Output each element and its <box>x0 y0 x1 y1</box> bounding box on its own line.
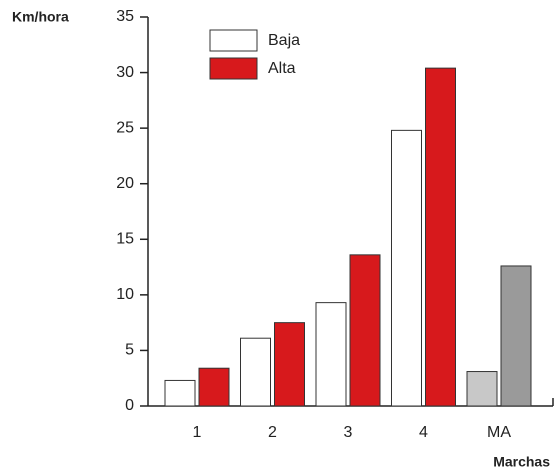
y-tick-label: 0 <box>125 397 134 414</box>
legend-label: Alta <box>268 60 296 77</box>
y-tick-label: 25 <box>116 119 134 136</box>
legend-swatch <box>209 29 258 52</box>
bar <box>274 322 305 407</box>
y-tick-label: 5 <box>125 342 134 359</box>
bar <box>349 254 381 407</box>
y-tick-label: 15 <box>116 231 134 248</box>
x-tick-label: 2 <box>268 424 277 441</box>
bar <box>466 371 498 407</box>
bar <box>164 379 196 407</box>
y-tick-label: 10 <box>116 286 134 303</box>
x-tick-label: 1 <box>193 424 202 441</box>
x-axis-label: Marchas <box>493 454 550 470</box>
bar <box>240 337 271 407</box>
x-tick-label: 4 <box>419 424 428 441</box>
bar <box>425 67 456 407</box>
legend-label: Baja <box>268 32 300 49</box>
y-tick-label: 20 <box>116 175 134 192</box>
y-tick-label: 30 <box>116 64 134 81</box>
bar <box>198 367 230 407</box>
bar <box>315 302 347 407</box>
bar <box>391 129 422 407</box>
legend-swatch <box>209 57 258 80</box>
bar <box>500 265 532 407</box>
x-tick-label: MA <box>487 424 511 441</box>
y-axis-label: Km/hora <box>12 9 69 25</box>
y-tick-label: 35 <box>116 8 134 25</box>
x-tick-label: 3 <box>344 424 353 441</box>
